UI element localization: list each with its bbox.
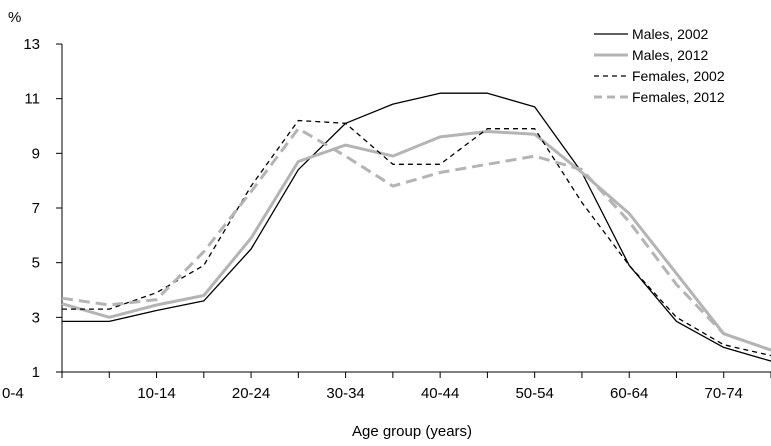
legend-label: Females, 2002 (632, 68, 725, 84)
x-tick-label: 30-34 (326, 385, 364, 402)
series-lines (61, 92, 771, 362)
x-tick-label: 40-44 (421, 385, 459, 402)
legend-label: Males, 2002 (632, 26, 708, 42)
y-tick-label: 7 (32, 200, 40, 217)
y-tick-label: 11 (24, 91, 40, 108)
x-tick-label: 10-14 (137, 385, 175, 402)
series-line-1 (62, 92, 771, 362)
x-tick-label: 50-54 (515, 385, 553, 402)
y-tick-label: 3 (32, 309, 40, 326)
legend-label: Males, 2012 (632, 47, 708, 63)
x-axis-ticks: 0-4 10-14 20-24 30-34 40-44 50-54 60-64 70-74 (2, 372, 771, 402)
legend-label: Females, 2012 (632, 89, 725, 105)
legend: Males, 2002 Males, 2012 Females, 2002 Femal… (594, 26, 725, 105)
y-axis-unit-label: % (8, 9, 21, 26)
y-tick-label: 1 (32, 364, 40, 381)
y-tick-label: 13 (23, 36, 40, 53)
y-tick-label: 5 (32, 255, 40, 272)
series-line-4 (61, 127, 771, 352)
x-tick-label: 20-24 (232, 385, 270, 402)
x-axis-title: Age group (years) (352, 423, 472, 440)
x-tick-label: 60-64 (610, 385, 648, 402)
x-tick-label: 70-74 (705, 385, 743, 402)
series-line-3 (62, 119, 771, 357)
y-tick-label: 9 (32, 145, 40, 162)
x-tick-label: 0-4 (2, 385, 24, 402)
series-line-2 (61, 130, 771, 352)
